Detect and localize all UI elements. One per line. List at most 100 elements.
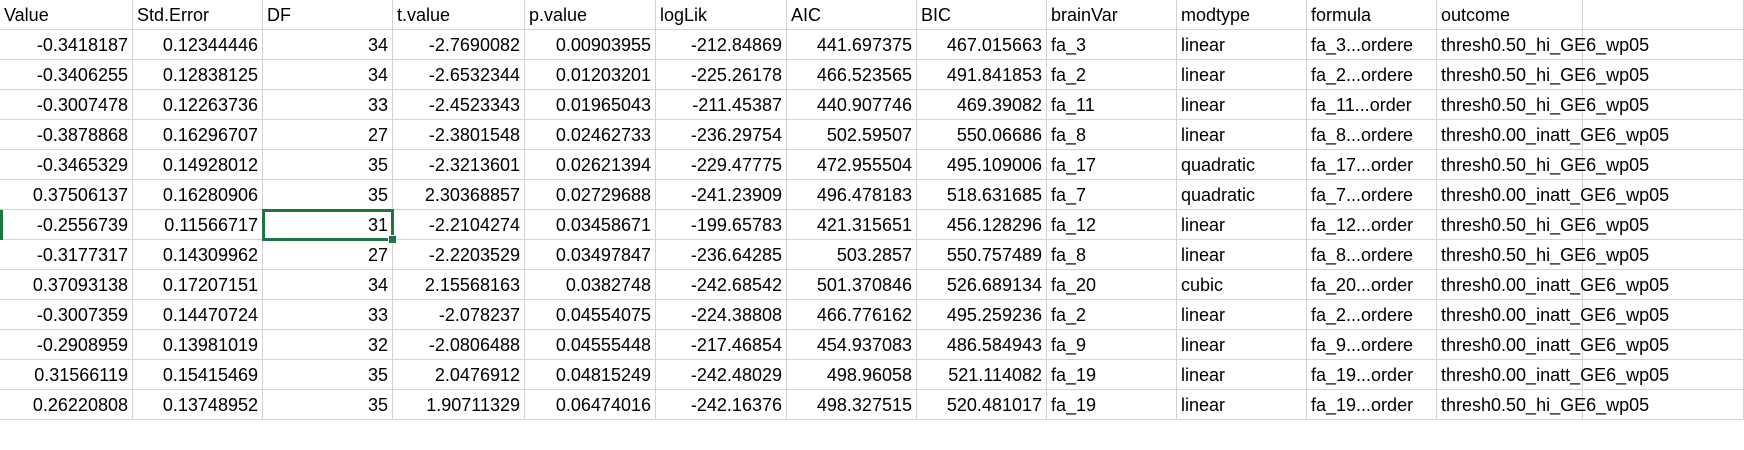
cell-outcome[interactable]: thresh0.50_hi_GE6_wp05	[1437, 60, 1649, 90]
header-cell-loglik[interactable]: logLik	[656, 0, 787, 30]
cell-formula[interactable]: fa_8...ordere	[1307, 240, 1437, 270]
cell-empty[interactable]	[1583, 30, 1744, 60]
header-cell-bic[interactable]: BIC	[917, 0, 1047, 30]
cell-bic[interactable]: 550.06686	[917, 120, 1047, 150]
cell-p-value[interactable]: 0.00903955	[525, 30, 656, 60]
header-cell-formula[interactable]: formula	[1307, 0, 1437, 30]
cell-t-value[interactable]: -2.2203529	[393, 240, 525, 270]
cell-std-error[interactable]: 0.12838125	[133, 60, 263, 90]
cell-brainvar[interactable]: fa_19	[1047, 360, 1177, 390]
cell-bic[interactable]: 550.757489	[917, 240, 1047, 270]
cell-formula[interactable]: fa_8...ordere	[1307, 120, 1437, 150]
cell-formula[interactable]: fa_12...order	[1307, 210, 1437, 240]
cell-modtype[interactable]: linear	[1177, 360, 1307, 390]
cell-aic[interactable]: 472.955504	[787, 150, 917, 180]
cell-empty[interactable]	[1583, 330, 1744, 360]
cell-formula[interactable]: fa_19...order	[1307, 360, 1437, 390]
cell-empty[interactable]	[1583, 150, 1744, 180]
cell-outcome[interactable]: thresh0.50_hi_GE6_wp05	[1437, 390, 1649, 420]
cell-brainvar[interactable]: fa_7	[1047, 180, 1177, 210]
cell-loglik[interactable]: -241.23909	[656, 180, 787, 210]
cell-loglik[interactable]: -242.48029	[656, 360, 787, 390]
cell-empty[interactable]	[1583, 120, 1744, 150]
cell-std-error[interactable]: 0.15415469	[133, 360, 263, 390]
cell-formula[interactable]: fa_2...ordere	[1307, 60, 1437, 90]
cell-p-value[interactable]: 0.06474016	[525, 390, 656, 420]
cell-loglik[interactable]: -212.84869	[656, 30, 787, 60]
cell-bic[interactable]: 521.114082	[917, 360, 1047, 390]
cell-formula[interactable]: fa_11...order	[1307, 90, 1437, 120]
cell-modtype[interactable]: linear	[1177, 240, 1307, 270]
cell-aic[interactable]: 440.907746	[787, 90, 917, 120]
selected-cell[interactable]: 31	[262, 209, 394, 241]
cell-df[interactable]: 35	[263, 150, 393, 180]
cell-p-value[interactable]: 0.02462733	[525, 120, 656, 150]
cell-p-value[interactable]: 0.01203201	[525, 60, 656, 90]
cell-t-value[interactable]: -2.3801548	[393, 120, 525, 150]
header-cell-brainvar[interactable]: brainVar	[1047, 0, 1177, 30]
cell-brainvar[interactable]: fa_20	[1047, 270, 1177, 300]
cell-outcome[interactable]: thresh0.00_inatt_GE6_wp05	[1437, 270, 1669, 300]
cell-empty[interactable]	[1583, 390, 1744, 420]
cell-std-error[interactable]: 0.11566717	[133, 210, 263, 240]
cell-t-value[interactable]: 1.90711329	[393, 390, 525, 420]
cell-p-value[interactable]: 0.0382748	[525, 270, 656, 300]
cell-loglik[interactable]: -211.45387	[656, 90, 787, 120]
cell-t-value[interactable]: 2.15568163	[393, 270, 525, 300]
header-cell-extra[interactable]	[1583, 0, 1744, 30]
cell-aic[interactable]: 466.776162	[787, 300, 917, 330]
cell-t-value[interactable]: -2.6532344	[393, 60, 525, 90]
cell-value[interactable]: -0.3406255	[0, 60, 133, 90]
cell-value[interactable]: -0.2556739	[0, 210, 133, 240]
cell-df[interactable]: 34	[263, 30, 393, 60]
cell-value[interactable]: -0.3418187	[0, 30, 133, 60]
cell-modtype[interactable]: linear	[1177, 330, 1307, 360]
fill-handle[interactable]	[388, 235, 397, 244]
cell-df[interactable]: 27	[263, 120, 393, 150]
cell-formula[interactable]: fa_20...order	[1307, 270, 1437, 300]
cell-t-value[interactable]: -2.078237	[393, 300, 525, 330]
cell-formula[interactable]: fa_3...ordere	[1307, 30, 1437, 60]
cell-df[interactable]: 35	[263, 360, 393, 390]
cell-t-value[interactable]: -2.0806488	[393, 330, 525, 360]
cell-aic[interactable]: 421.315651	[787, 210, 917, 240]
cell-std-error[interactable]: 0.16280906	[133, 180, 263, 210]
cell-modtype[interactable]: quadratic	[1177, 150, 1307, 180]
cell-value[interactable]: -0.3007359	[0, 300, 133, 330]
cell-df[interactable]: 35	[263, 390, 393, 420]
cell-formula[interactable]: fa_9...ordere	[1307, 330, 1437, 360]
cell-empty[interactable]	[1583, 360, 1744, 390]
header-cell-df[interactable]: DF	[263, 0, 393, 30]
cell-bic[interactable]: 520.481017	[917, 390, 1047, 420]
cell-p-value[interactable]: 0.03458671	[525, 210, 656, 240]
cell-loglik[interactable]: -229.47775	[656, 150, 787, 180]
cell-brainvar[interactable]: fa_3	[1047, 30, 1177, 60]
cell-modtype[interactable]: linear	[1177, 210, 1307, 240]
cell-outcome[interactable]: thresh0.50_hi_GE6_wp05	[1437, 90, 1649, 120]
cell-modtype[interactable]: quadratic	[1177, 180, 1307, 210]
cell-outcome[interactable]: thresh0.50_hi_GE6_wp05	[1437, 30, 1649, 60]
cell-bic[interactable]: 486.584943	[917, 330, 1047, 360]
cell-p-value[interactable]: 0.04815249	[525, 360, 656, 390]
cell-loglik[interactable]: -199.65783	[656, 210, 787, 240]
header-cell-p-value[interactable]: p.value	[525, 0, 656, 30]
cell-bic[interactable]: 469.39082	[917, 90, 1047, 120]
cell-std-error[interactable]: 0.13748952	[133, 390, 263, 420]
cell-std-error[interactable]: 0.14309962	[133, 240, 263, 270]
cell-value[interactable]: 0.31566119	[0, 360, 133, 390]
cell-empty[interactable]	[1583, 270, 1744, 300]
cell-formula[interactable]: fa_19...order	[1307, 390, 1437, 420]
cell-modtype[interactable]: linear	[1177, 120, 1307, 150]
cell-std-error[interactable]: 0.14470724	[133, 300, 263, 330]
cell-p-value[interactable]: 0.02621394	[525, 150, 656, 180]
cell-modtype[interactable]: linear	[1177, 60, 1307, 90]
cell-modtype[interactable]: cubic	[1177, 270, 1307, 300]
cell-brainvar[interactable]: fa_2	[1047, 300, 1177, 330]
cell-brainvar[interactable]: fa_11	[1047, 90, 1177, 120]
cell-df[interactable]: 33	[263, 300, 393, 330]
cell-modtype[interactable]: linear	[1177, 390, 1307, 420]
cell-bic[interactable]: 518.631685	[917, 180, 1047, 210]
cell-value[interactable]: -0.3177317	[0, 240, 133, 270]
cell-df[interactable]: 33	[263, 90, 393, 120]
header-cell-outcome[interactable]: outcome	[1437, 0, 1583, 30]
